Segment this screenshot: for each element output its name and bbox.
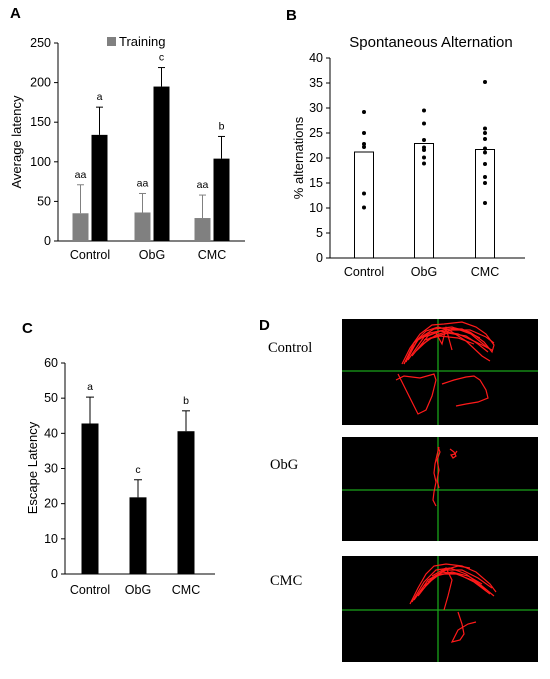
significance-label: aa	[75, 169, 87, 181]
swim-path-control	[395, 321, 495, 415]
data-point	[422, 148, 426, 152]
chart-a-ytick-label: 50	[37, 194, 51, 208]
chart-c-ytick-label: 30	[44, 462, 58, 476]
data-point	[422, 161, 426, 166]
bar	[129, 497, 147, 574]
chart-b-title: Spontaneous Alternation	[349, 34, 512, 51]
data-point	[483, 162, 487, 166]
data-point	[483, 126, 487, 131]
data-point	[362, 131, 366, 135]
chart-c-ytick-label: 60	[44, 356, 58, 370]
chart-a-ytick-label: 200	[30, 76, 51, 90]
chart-a-ytick-label: 150	[30, 115, 51, 129]
significance-label: aa	[137, 177, 149, 189]
significance-label: b	[183, 395, 189, 407]
bar-training	[134, 212, 151, 241]
chart-a-ylabel: Average latency	[9, 95, 24, 188]
data-point	[362, 110, 366, 114]
chart-b-ytick-label: 25	[309, 126, 323, 140]
chart-a-xtick-label: Control	[70, 248, 110, 262]
arena-control	[342, 319, 538, 425]
data-point	[422, 155, 426, 160]
track-arena-cmc	[342, 556, 538, 662]
chart-a-ytick-label: 250	[30, 36, 51, 50]
panel-letter-b: B	[286, 7, 297, 24]
bar-test	[213, 158, 230, 241]
chart-a: Average latency Training 0 50 100 150 200 250…	[9, 34, 245, 262]
panel-letter-d: D	[259, 317, 270, 334]
chart-c-xtick-label: ObG	[125, 583, 151, 597]
chart-c-ytick-label: 0	[51, 567, 58, 581]
panel-letter-c: C	[22, 320, 33, 337]
data-point	[483, 137, 487, 141]
chart-b-ytick-label: 30	[309, 101, 323, 115]
significance-label: a	[87, 381, 93, 393]
significance-label: a	[97, 91, 103, 103]
bar	[81, 423, 99, 574]
bar-test	[91, 134, 108, 241]
chart-a-ytick-label: 0	[44, 234, 51, 248]
chart-b-xtick-label: ObG	[411, 265, 437, 279]
data-point	[483, 131, 487, 135]
data-point	[483, 80, 487, 84]
significance-label: c	[159, 52, 164, 64]
legend-swatch-training	[107, 37, 116, 46]
track-label-cmc: CMC	[270, 573, 302, 589]
bar-test	[153, 86, 170, 241]
legend-label-training: Training	[119, 34, 165, 49]
data-point	[362, 205, 366, 210]
chart-b-ytick-label: 10	[309, 201, 323, 215]
chart-c-ylabel: Escape Latency	[25, 421, 40, 514]
chart-b: Spontaneous Alternation % alternations 0…	[291, 34, 525, 279]
panel-letter-a: A	[10, 5, 21, 22]
data-point	[483, 150, 487, 155]
bar-mean	[414, 143, 434, 259]
chart-c-ytick-label: 50	[44, 391, 58, 405]
bar-training	[194, 218, 211, 241]
chart-b-ytick-label: 5	[316, 226, 323, 240]
bar	[177, 431, 195, 574]
chart-a-ytick-label: 100	[30, 155, 51, 169]
chart-b-ytick-label: 20	[309, 151, 323, 165]
bar-mean	[354, 151, 374, 259]
chart-c-xtick-label: Control	[70, 583, 110, 597]
chart-c-ytick-label: 20	[44, 497, 58, 511]
data-point	[422, 138, 426, 142]
chart-b-xtick-label: CMC	[471, 265, 499, 279]
chart-c-ytick-label: 10	[44, 532, 58, 546]
chart-b-ytick-label: 0	[316, 251, 323, 265]
data-point	[362, 145, 366, 149]
chart-a-xtick-label: ObG	[139, 248, 165, 262]
arena-obg	[342, 437, 538, 541]
significance-label: c	[135, 464, 140, 476]
significance-label: b	[219, 120, 225, 132]
data-point	[483, 181, 487, 185]
swim-path-cmc	[409, 563, 497, 643]
track-label-obg: ObG	[270, 457, 299, 473]
data-point	[362, 142, 366, 146]
data-point	[483, 201, 487, 205]
track-label-control: Control	[268, 340, 312, 356]
chart-b-ytick-label: 35	[309, 76, 323, 90]
data-point	[362, 191, 366, 196]
track-arena-obg	[342, 437, 538, 541]
track-arena-control	[342, 319, 538, 425]
data-point	[422, 108, 426, 113]
chart-b-ytick-label: 40	[309, 51, 323, 65]
chart-a-xtick-label: CMC	[198, 248, 226, 262]
chart-c-xtick-label: CMC	[172, 583, 200, 597]
swim-path-obg	[432, 446, 458, 507]
chart-b-ytick-label: 15	[309, 176, 323, 190]
chart-c-ytick-label: 40	[44, 426, 58, 440]
chart-c: Escape Latency 0 10 20 30 40 50 60 a c b Control Ob…	[25, 356, 215, 597]
chart-b-xtick-label: Control	[344, 265, 384, 279]
track-panel: Control ObG CMC	[268, 319, 538, 662]
bar-training	[72, 213, 89, 241]
chart-b-ylabel: % alternations	[291, 116, 306, 199]
data-point	[483, 175, 487, 179]
significance-label: aa	[197, 179, 209, 191]
data-point	[483, 146, 487, 151]
data-point	[422, 121, 426, 126]
